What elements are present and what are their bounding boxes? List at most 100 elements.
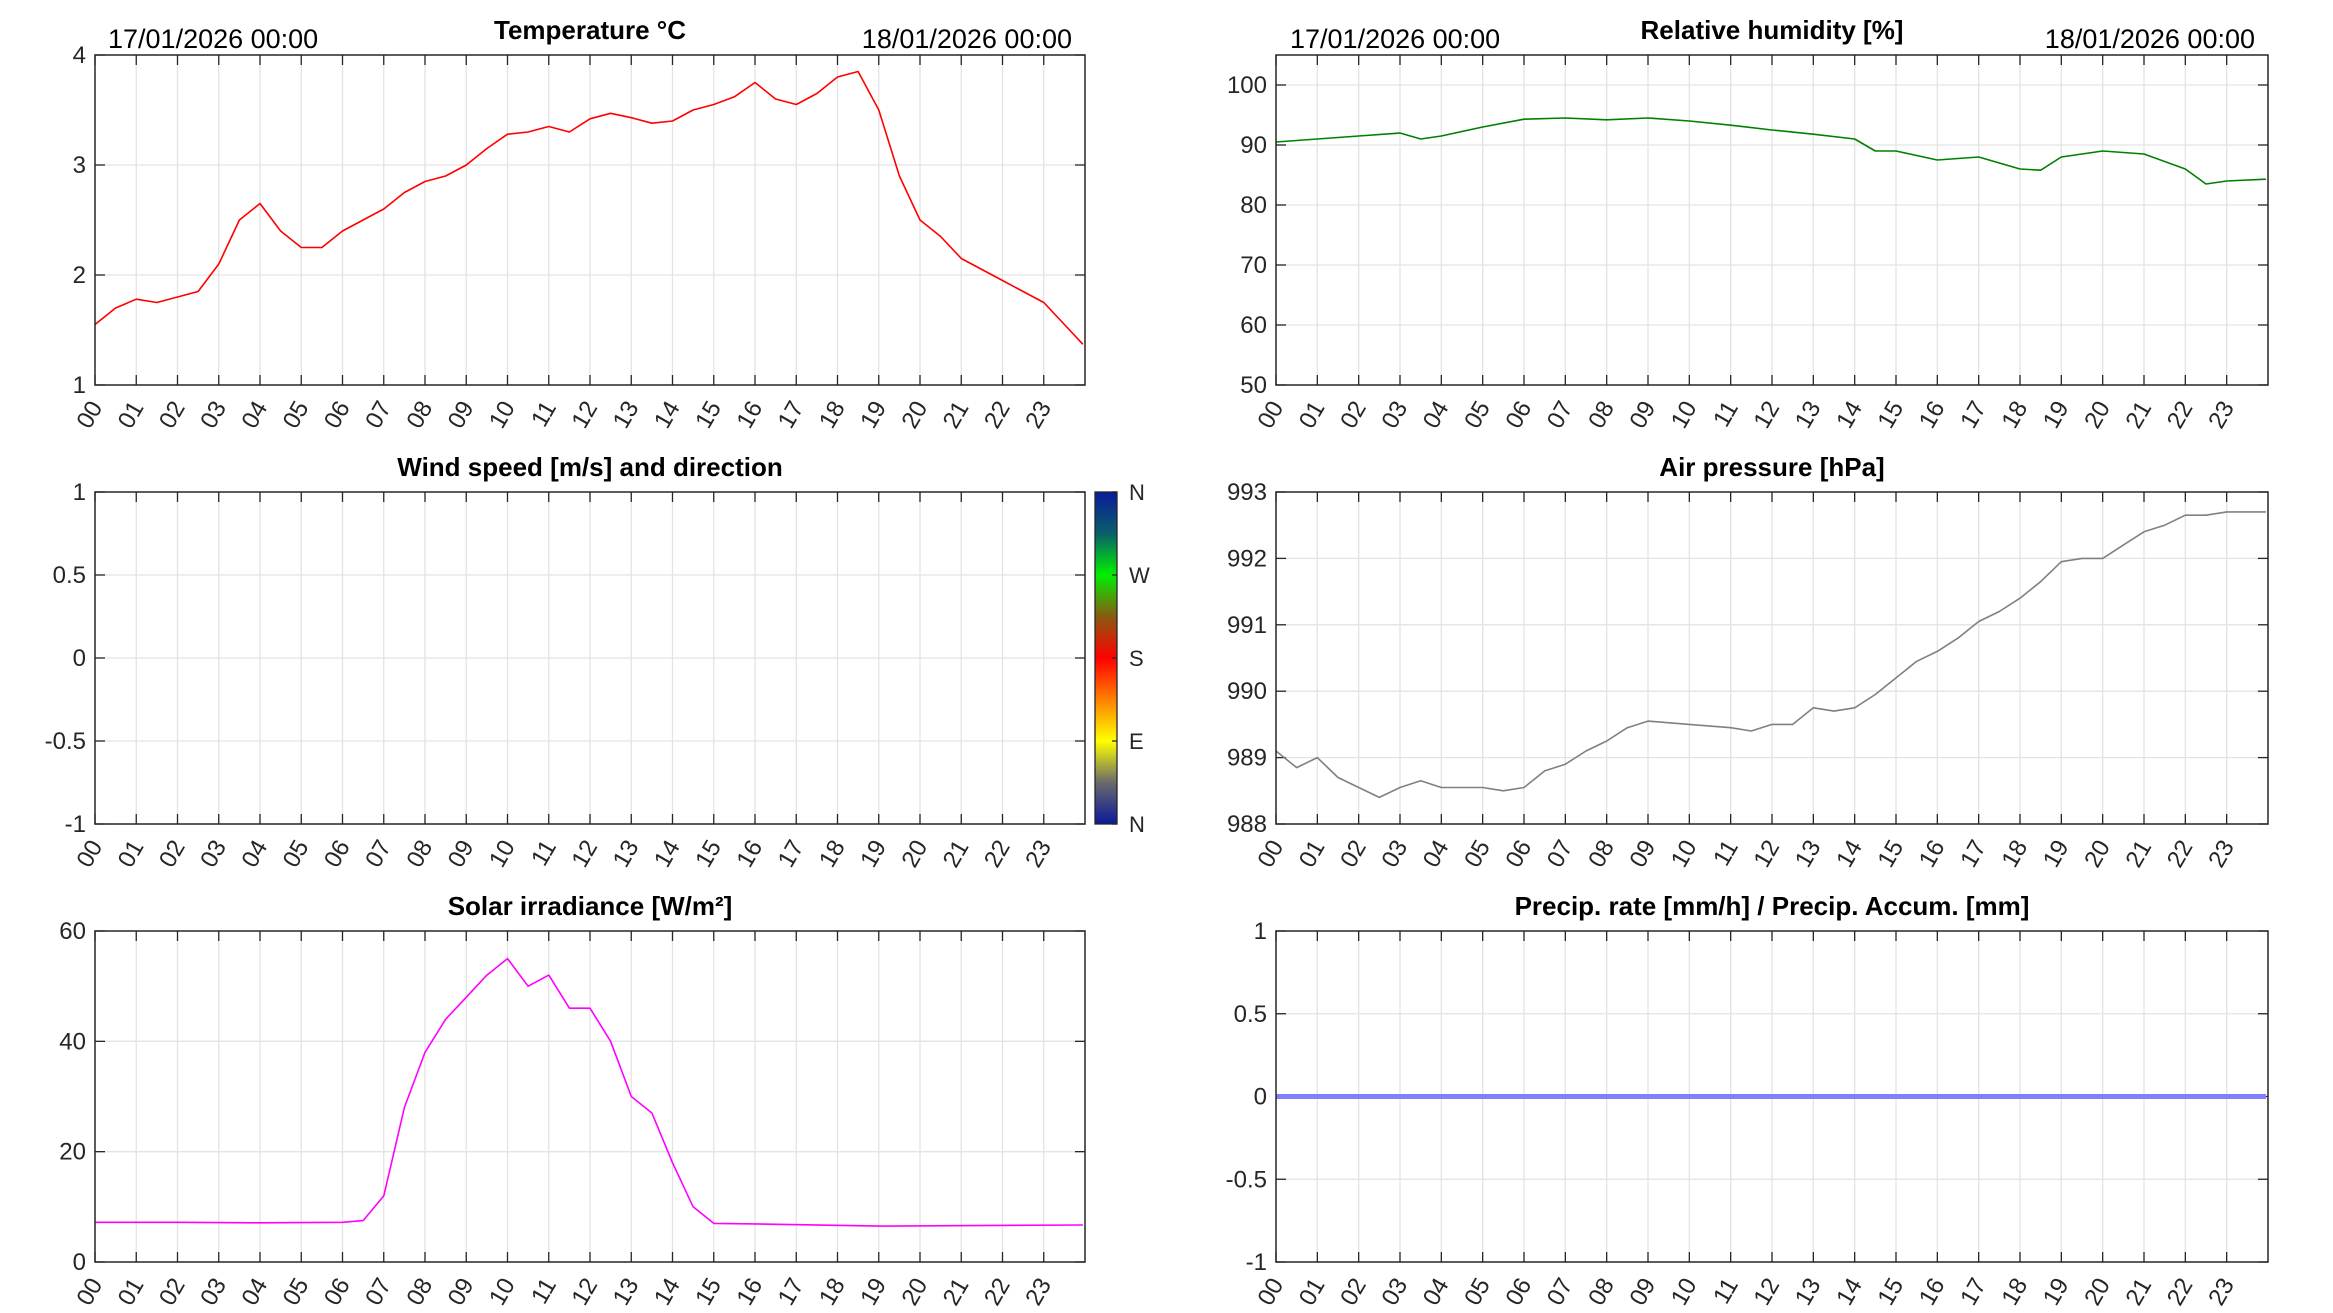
x-tick-label: 14 [1831, 397, 1868, 434]
y-tick-label: 1 [73, 372, 86, 399]
x-tick-label: 20 [896, 836, 933, 873]
x-tick-label: 20 [896, 397, 933, 434]
x-tick-label: 15 [1872, 1274, 1909, 1311]
humidity-chart: 00 01 02 03 04 05 06 07 08 09 10 11 12 13 14 15 16 17 18 19… [1227, 15, 2269, 434]
x-tick-label: 14 [649, 836, 686, 873]
axes-box [94, 930, 1086, 1263]
y-tick-label: 992 [1227, 545, 1267, 572]
x-tick-label: 03 [195, 397, 232, 434]
humidity-series-line [1275, 117, 2266, 185]
y-tick-label: 993 [1227, 479, 1267, 506]
x-tick-label: 05 [278, 836, 315, 873]
x-tick-label: 11 [1708, 1274, 1744, 1309]
pressure-title: Air pressure [hPa] [1659, 452, 1884, 482]
colorbar-label: S [1129, 646, 1144, 671]
x-tick-label: 02 [154, 397, 191, 434]
x-tick-label: 19 [2038, 836, 2075, 873]
x-tick-label: 08 [401, 1274, 438, 1311]
x-tick-label: 02 [1335, 1274, 1372, 1311]
y-tick-label: 989 [1227, 745, 1267, 772]
x-tick-label: 03 [195, 1274, 232, 1311]
axes-box [1275, 54, 2269, 386]
y-tick-label: -0.5 [1226, 1166, 1267, 1193]
x-tick-label: 00 [1252, 836, 1289, 873]
wind-title: Wind speed [m/s] and direction [397, 452, 782, 482]
x-tick-label: 23 [1020, 397, 1057, 434]
x-tick-label: 09 [443, 1274, 480, 1311]
x-tick-label: 20 [896, 1274, 933, 1311]
x-tick-label: 15 [690, 836, 727, 873]
x-tick-label: 21 [938, 1274, 975, 1311]
y-tick-label: 0.5 [53, 562, 86, 589]
x-tick-label: 19 [2038, 397, 2075, 434]
x-tick-label: 18 [1996, 836, 2033, 873]
x-tick-label: 06 [1500, 397, 1537, 434]
x-tick-label: 09 [1624, 1274, 1661, 1311]
x-tick-label: 03 [1376, 397, 1413, 434]
x-tick-label: 17 [773, 397, 810, 434]
y-tick-label: 40 [59, 1028, 86, 1055]
y-tick-label: 4 [73, 42, 86, 69]
y-tick-label: 60 [1240, 312, 1267, 339]
x-tick-label: 03 [195, 836, 232, 873]
y-tick-label: 0 [1254, 1084, 1267, 1111]
x-tick-label: 12 [1748, 1274, 1785, 1311]
x-tick-label: 07 [360, 1274, 397, 1311]
x-tick-label: 21 [938, 836, 975, 873]
x-tick-label: 23 [2203, 1274, 2240, 1311]
x-tick-label: 21 [938, 397, 975, 434]
x-tick-label: 17 [773, 1274, 810, 1311]
x-tick-label: 07 [360, 836, 397, 873]
x-tick-label: 23 [1020, 836, 1057, 873]
x-tick-label: 13 [1790, 397, 1827, 434]
x-tick-label: 08 [401, 836, 438, 873]
x-tick-label: 02 [154, 836, 191, 873]
x-tick-label: 09 [1624, 836, 1661, 873]
x-tick-label: 00 [71, 1274, 108, 1311]
x-tick-label: 14 [1831, 1274, 1868, 1311]
y-tick-label: 1 [1254, 918, 1267, 945]
x-tick-label: 02 [1335, 836, 1372, 873]
x-tick-label: 04 [1418, 397, 1455, 434]
x-tick-label: 17 [773, 836, 810, 873]
x-tick-label: 16 [731, 836, 768, 873]
x-tick-label: 17 [1955, 836, 1992, 873]
x-tick-label: 22 [2162, 836, 2199, 873]
y-tick-label: 50 [1240, 372, 1267, 399]
x-tick-label: 18 [1996, 397, 2033, 434]
x-tick-label: 13 [608, 836, 645, 873]
x-tick-label: 11 [526, 397, 562, 432]
x-tick-label: 16 [731, 1274, 768, 1311]
x-tick-label: 01 [113, 836, 150, 873]
x-tick-label: 11 [526, 1274, 562, 1309]
axes-box [94, 491, 1086, 825]
x-tick-label: 18 [814, 397, 851, 434]
x-tick-label: 10 [484, 1274, 521, 1311]
y-tick-label: 0 [73, 645, 86, 672]
x-tick-label: 12 [1748, 397, 1785, 434]
y-tick-label: 3 [73, 152, 86, 179]
x-tick-label: 08 [1583, 1274, 1620, 1311]
x-tick-label: 10 [484, 397, 521, 434]
x-tick-label: 05 [278, 1274, 315, 1311]
x-tick-label: 07 [1542, 1274, 1579, 1311]
x-tick-label: 14 [1831, 836, 1868, 873]
x-tick-label: 12 [566, 397, 603, 434]
x-tick-label: 13 [608, 1274, 645, 1311]
x-tick-label: 04 [236, 1274, 273, 1311]
x-tick-label: 06 [1500, 836, 1537, 873]
x-tick-label: 19 [2038, 1274, 2075, 1311]
y-tick-label: 988 [1227, 811, 1267, 838]
x-tick-label: 02 [1335, 397, 1372, 434]
y-tick-label: 70 [1240, 252, 1267, 279]
x-tick-label: 06 [319, 1274, 356, 1311]
x-tick-label: 22 [979, 836, 1016, 873]
x-tick-label: 01 [1294, 397, 1331, 434]
x-tick-label: 17 [1955, 1274, 1992, 1311]
x-tick-label: 07 [360, 397, 397, 434]
x-tick-label: 07 [1542, 836, 1579, 873]
start-date-right: 17/01/2026 00:00 [1290, 24, 1500, 54]
y-tick-label: -1 [1246, 1249, 1267, 1276]
x-tick-label: 19 [855, 1274, 892, 1311]
precip-chart: 00 01 02 03 04 05 06 07 08 09 10 11 12 13 14 15 16 17 18 19… [1226, 891, 2269, 1311]
